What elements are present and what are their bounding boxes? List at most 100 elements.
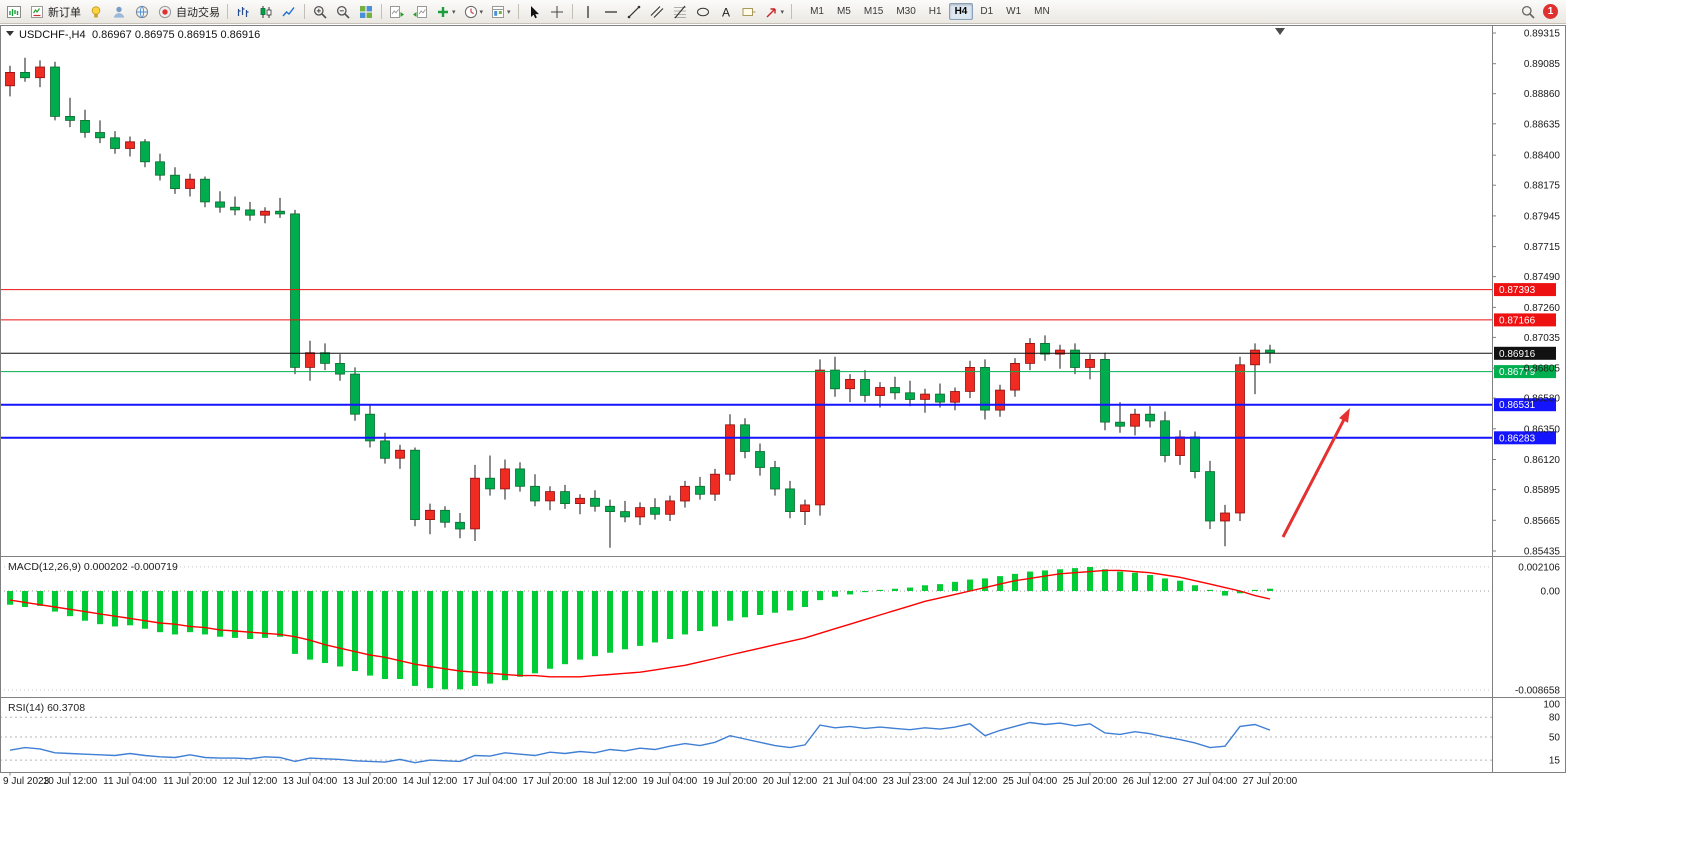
- macd-histogram-bar: [982, 578, 988, 591]
- candle-bearish: [1190, 436, 1200, 472]
- candle-bullish: [680, 485, 690, 502]
- macd-histogram-bar: [1162, 578, 1168, 591]
- candle-bullish: [1130, 413, 1140, 427]
- time-axis-label: 27 Jul 04:00: [1183, 776, 1238, 787]
- horizontal-line-icon[interactable]: [600, 2, 622, 22]
- price-axis-label: 0.88860: [1524, 89, 1561, 100]
- macd-histogram-bar: [142, 591, 148, 629]
- macd-histogram-bar: [112, 591, 118, 627]
- macd-histogram-bar: [712, 591, 718, 627]
- macd-histogram-bar: [442, 591, 448, 690]
- timeframe-m15[interactable]: M15: [863, 6, 884, 17]
- candle-bullish: [710, 473, 720, 495]
- templates-icon[interactable]: ▾: [487, 2, 514, 22]
- search-icon[interactable]: [1520, 4, 1536, 20]
- candle-bearish: [590, 497, 600, 507]
- candle-bearish: [140, 141, 150, 163]
- trend-arrow-annotation[interactable]: [1281, 415, 1348, 538]
- tile-windows-icon[interactable]: [355, 2, 377, 22]
- notification-badge[interactable]: 1: [1543, 4, 1558, 19]
- profile-icon[interactable]: [108, 2, 130, 22]
- time-axis-label: 25 Jul 04:00: [1003, 776, 1058, 787]
- charts-window-icon[interactable]: [3, 2, 25, 22]
- trendline-icon[interactable]: [623, 2, 645, 22]
- candle-bullish: [500, 468, 510, 490]
- periods-icon[interactable]: ▾: [460, 2, 487, 22]
- time-axis-label: 11 Jul 04:00: [103, 776, 157, 787]
- chart-shift-icon[interactable]: [409, 2, 431, 22]
- macd-histogram-bar: [847, 591, 853, 595]
- candle-bullish: [1055, 349, 1065, 355]
- time-axis-label: 12 Jul 12:00: [223, 776, 278, 787]
- candle-bearish: [215, 201, 225, 208]
- shapes-icon[interactable]: [692, 2, 714, 22]
- arrows-icon[interactable]: ▾: [761, 2, 788, 22]
- timeframe-w1[interactable]: W1: [1006, 6, 1022, 17]
- candle-bullish: [1010, 362, 1020, 391]
- vertical-line-icon[interactable]: [577, 2, 599, 22]
- time-axis-label: 26 Jul 12:00: [1123, 776, 1178, 787]
- community-icon[interactable]: [131, 2, 153, 22]
- macd-histogram-bar: [22, 591, 28, 608]
- macd-histogram-bar: [592, 591, 598, 657]
- timeframe-h1[interactable]: H1: [928, 6, 942, 17]
- timeframe-m5[interactable]: M5: [836, 6, 851, 17]
- candle-bullish: [875, 387, 885, 396]
- candle-bullish: [950, 391, 960, 403]
- macd-histogram-bar: [1147, 574, 1153, 591]
- macd-histogram-bar: [967, 579, 973, 591]
- macd-histogram-bar: [367, 591, 373, 676]
- macd-axis-label: 0.00: [1541, 587, 1561, 598]
- profile-icon: [113, 6, 125, 18]
- text-label-icon[interactable]: [738, 2, 760, 22]
- rsi-axis-label: 15: [1549, 756, 1561, 767]
- timeframe-h4[interactable]: H4: [948, 3, 974, 20]
- macd-histogram-bar: [937, 584, 943, 591]
- chart-shift-marker-icon[interactable]: [1275, 28, 1285, 35]
- macd-histogram-bar: [1267, 588, 1273, 591]
- macd-histogram-bar: [382, 591, 388, 680]
- crosshair-icon[interactable]: [546, 2, 568, 22]
- new-order-button[interactable]: 新订单: [26, 2, 84, 22]
- text-icon[interactable]: A: [715, 2, 737, 22]
- macd-histogram-bar: [607, 591, 613, 653]
- line-chart-icon[interactable]: [278, 2, 300, 22]
- strategy-tester-icon[interactable]: [85, 2, 107, 22]
- macd-histogram-bar: [922, 585, 928, 591]
- time-axis-label: 21 Jul 04:00: [823, 776, 878, 787]
- price-axis-label: 0.86350: [1524, 424, 1561, 435]
- chart-dropdown-icon[interactable]: [6, 31, 14, 36]
- macd-histogram-bar: [1132, 572, 1138, 591]
- timeframe-d1[interactable]: D1: [980, 6, 994, 17]
- macd-histogram-bar: [1012, 573, 1018, 591]
- price-axis-label: 0.87945: [1524, 211, 1561, 222]
- price-axis-label: 0.88400: [1524, 151, 1561, 162]
- toolbar-separator: [381, 4, 382, 19]
- cursor-icon[interactable]: [523, 2, 545, 22]
- zoom-out-icon[interactable]: [332, 2, 354, 22]
- timeframe-mn[interactable]: MN: [1034, 6, 1050, 17]
- trend-arrow-head[interactable]: [1339, 408, 1350, 423]
- timeframe-m30[interactable]: M30: [896, 6, 916, 17]
- candle-bullish: [260, 210, 270, 216]
- tile-icon: [360, 5, 372, 18]
- svg-text:A: A: [722, 5, 730, 19]
- candlestick-chart-icon[interactable]: [255, 2, 277, 22]
- template-icon: [492, 5, 505, 18]
- support-line-blue-1-price-tag-label: 0.86531: [1499, 400, 1536, 411]
- auto-trading-button[interactable]: 自动交易: [154, 2, 223, 22]
- fibonacci-icon[interactable]: [669, 2, 691, 22]
- bar-chart-icon[interactable]: [232, 2, 254, 22]
- zoom-in-icon[interactable]: [309, 2, 331, 22]
- autoscroll-icon: [390, 5, 404, 18]
- timeframe-m1[interactable]: M1: [810, 6, 824, 17]
- level-lines-layer: 0.87393 0.87166 0.86916 0.86779 0.86531 0.862…: [0, 283, 1556, 445]
- auto-scroll-icon[interactable]: [386, 2, 408, 22]
- macd-histogram-bar: [742, 591, 748, 618]
- crosshair-icon: [550, 5, 563, 18]
- equidistant-channel-icon[interactable]: [646, 2, 668, 22]
- candle-bearish: [380, 440, 390, 459]
- channel-icon: [650, 5, 663, 18]
- candle-bullish: [920, 393, 930, 400]
- indicators-icon[interactable]: ▾: [432, 2, 459, 22]
